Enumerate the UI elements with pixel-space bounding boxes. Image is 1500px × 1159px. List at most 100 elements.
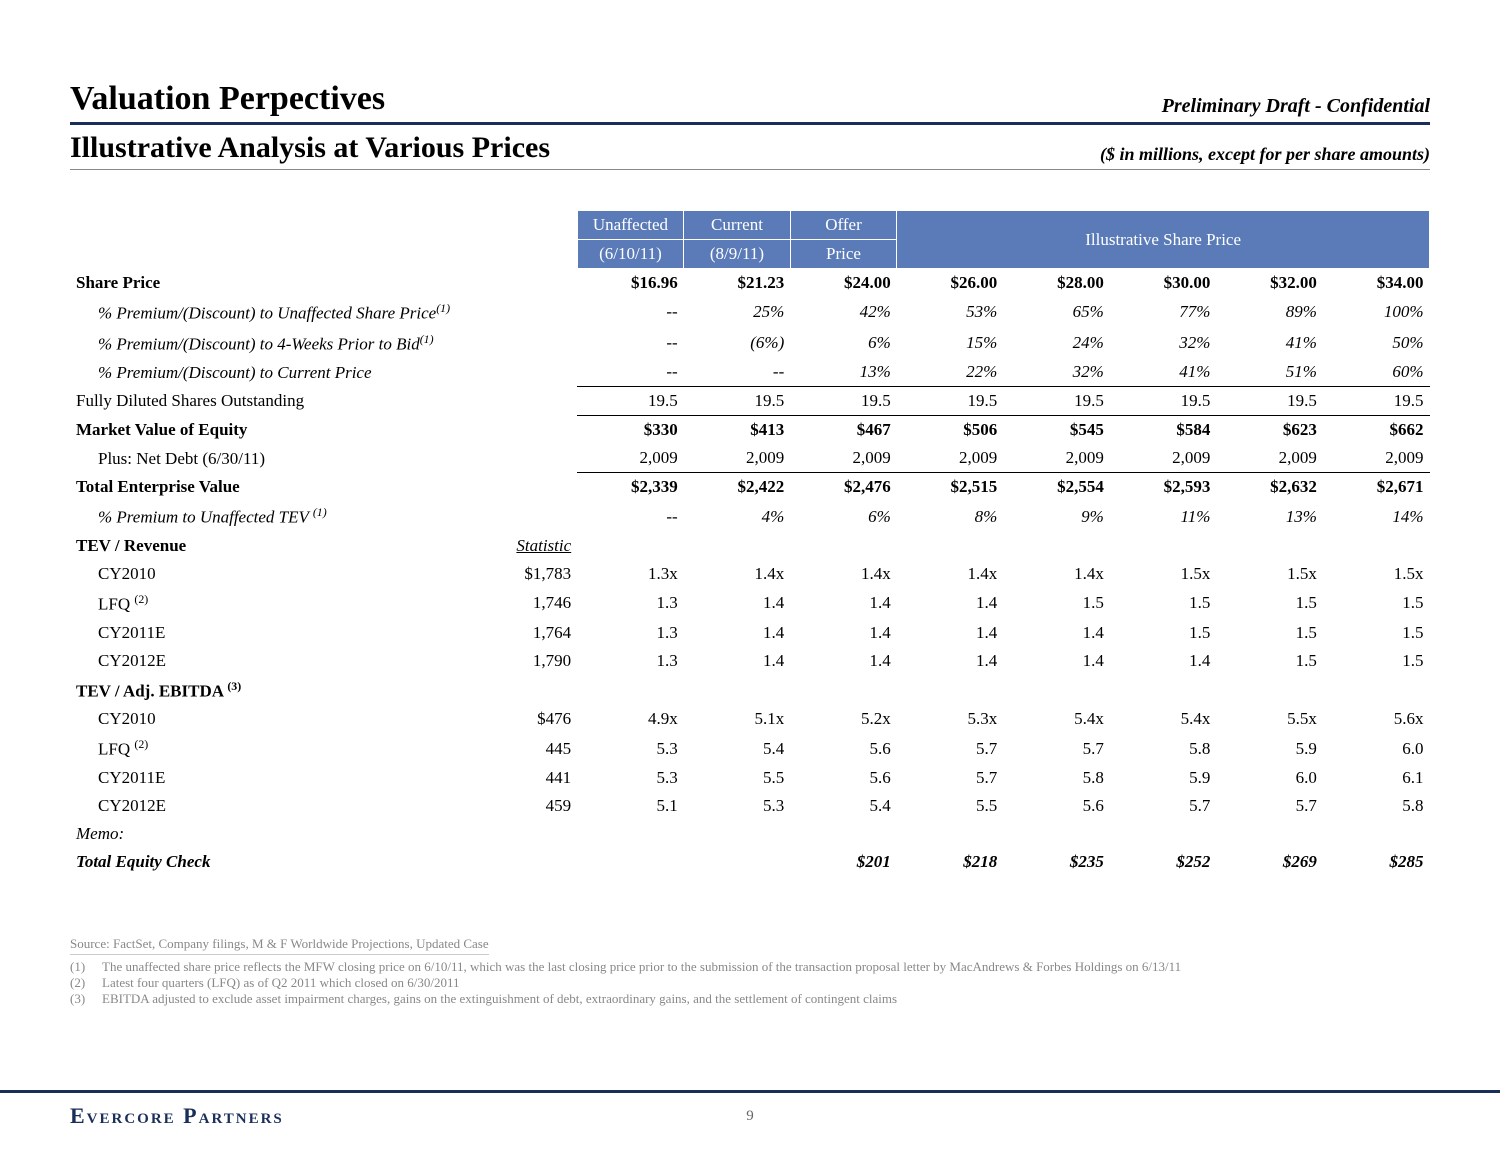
row-label: Plus: Net Debt (6/30/11) — [70, 444, 481, 473]
cell: 1.5 — [1216, 647, 1323, 675]
cell: 4% — [684, 501, 791, 532]
row-label: CY2011E — [70, 764, 481, 792]
cell: 2,009 — [790, 444, 897, 473]
row-label: Fully Diluted Shares Outstanding — [70, 387, 481, 416]
cell: $467 — [790, 416, 897, 445]
row-label: % Premium/(Discount) to Current Price — [70, 358, 481, 387]
cell: $201 — [790, 848, 897, 876]
fn3-num: (3) — [70, 991, 102, 1007]
fn1-text: The unaffected share price reflects the … — [102, 959, 1181, 975]
cell: 100% — [1323, 297, 1430, 328]
cell: 1.5x — [1216, 560, 1323, 588]
cell: 19.5 — [790, 387, 897, 416]
cell: 1.4 — [790, 619, 897, 647]
cell: 5.7 — [1216, 792, 1323, 820]
cell: -- — [577, 358, 684, 387]
cell — [577, 848, 684, 876]
cell: 41% — [1110, 358, 1217, 387]
cell: 1.4 — [897, 619, 1004, 647]
cell: 6% — [790, 328, 897, 359]
cell: $32.00 — [1216, 269, 1323, 298]
col-offer-sub: Price — [790, 240, 897, 269]
cell: 19.5 — [684, 387, 791, 416]
fn3-text: EBITDA adjusted to exclude asset impairm… — [102, 991, 897, 1007]
cell: 1.5x — [1110, 560, 1217, 588]
cell: 19.5 — [1323, 387, 1430, 416]
cell: 11% — [1110, 501, 1217, 532]
cell: 89% — [1216, 297, 1323, 328]
cell: $2,554 — [1003, 473, 1110, 502]
cell: $2,339 — [577, 473, 684, 502]
cell: 5.4x — [1003, 705, 1110, 733]
cell: 5.6x — [1323, 705, 1430, 733]
cell: 5.9 — [1110, 764, 1217, 792]
cell: $413 — [684, 416, 791, 445]
cell: 5.2x — [790, 705, 897, 733]
cell: $545 — [1003, 416, 1110, 445]
cell: 4.9x — [577, 705, 684, 733]
cell: 1.5 — [1110, 619, 1217, 647]
cell: 5.6 — [1003, 792, 1110, 820]
stat-cell: 441 — [481, 764, 577, 792]
cell: 5.5x — [1216, 705, 1323, 733]
cell: 5.1x — [684, 705, 791, 733]
cell: 5.8 — [1110, 733, 1217, 764]
cell: 24% — [1003, 328, 1110, 359]
cell: -- — [577, 501, 684, 532]
cell: 32% — [1110, 328, 1217, 359]
row-label: % Premium to Unaffected TEV (1) — [70, 501, 481, 532]
fn2-num: (2) — [70, 975, 102, 991]
section-ebitda-label: TEV / Adj. EBITDA (3) — [70, 675, 481, 706]
cell: 2,009 — [577, 444, 684, 473]
col-unaffected-top: Unaffected — [577, 211, 684, 240]
footer-logo: Evercore Partners — [70, 1103, 284, 1129]
cell: 1.5 — [1323, 588, 1430, 619]
cell: 1.4 — [790, 588, 897, 619]
cell: 42% — [790, 297, 897, 328]
stat-cell: 445 — [481, 733, 577, 764]
cell: 6.1 — [1323, 764, 1430, 792]
memo-label: Memo: — [70, 820, 481, 848]
row-label: CY2012E — [70, 647, 481, 675]
cell: 1.3 — [577, 619, 684, 647]
section-rev-label: TEV / Revenue — [70, 532, 481, 560]
cell: 6.0 — [1323, 733, 1430, 764]
stat-cell: 459 — [481, 792, 577, 820]
cell: -- — [684, 358, 791, 387]
stat-cell: 1,790 — [481, 647, 577, 675]
row-label: Market Value of Equity — [70, 416, 481, 445]
row-label: % Premium/(Discount) to Unaffected Share… — [70, 297, 481, 328]
cell: 1.3 — [577, 647, 684, 675]
row-label: CY2011E — [70, 619, 481, 647]
cell — [684, 848, 791, 876]
col-offer-top: Offer — [790, 211, 897, 240]
col-current-top: Current — [684, 211, 791, 240]
cell: 19.5 — [577, 387, 684, 416]
cell: 1.4 — [1110, 647, 1217, 675]
cell: 5.7 — [897, 733, 1004, 764]
cell: 8% — [897, 501, 1004, 532]
cell: 1.4 — [684, 647, 791, 675]
cell: 1.4x — [897, 560, 1004, 588]
cell: 60% — [1323, 358, 1430, 387]
cell: $30.00 — [1110, 269, 1217, 298]
cell: 2,009 — [1216, 444, 1323, 473]
cell: -- — [577, 297, 684, 328]
cell: 5.7 — [1003, 733, 1110, 764]
cell: 5.3 — [577, 733, 684, 764]
cell: 1.4x — [1003, 560, 1110, 588]
cell: $2,515 — [897, 473, 1004, 502]
cell: 2,009 — [1323, 444, 1430, 473]
cell: 53% — [897, 297, 1004, 328]
cell: $28.00 — [1003, 269, 1110, 298]
stat-cell: 1,746 — [481, 588, 577, 619]
cell: 14% — [1323, 501, 1430, 532]
cell: 6.0 — [1216, 764, 1323, 792]
cell: 5.6 — [790, 764, 897, 792]
cell: 5.7 — [1110, 792, 1217, 820]
cell: $330 — [577, 416, 684, 445]
footer-page-number: 9 — [746, 1108, 754, 1125]
cell: $2,476 — [790, 473, 897, 502]
cell: 1.3 — [577, 588, 684, 619]
cell: 6% — [790, 501, 897, 532]
